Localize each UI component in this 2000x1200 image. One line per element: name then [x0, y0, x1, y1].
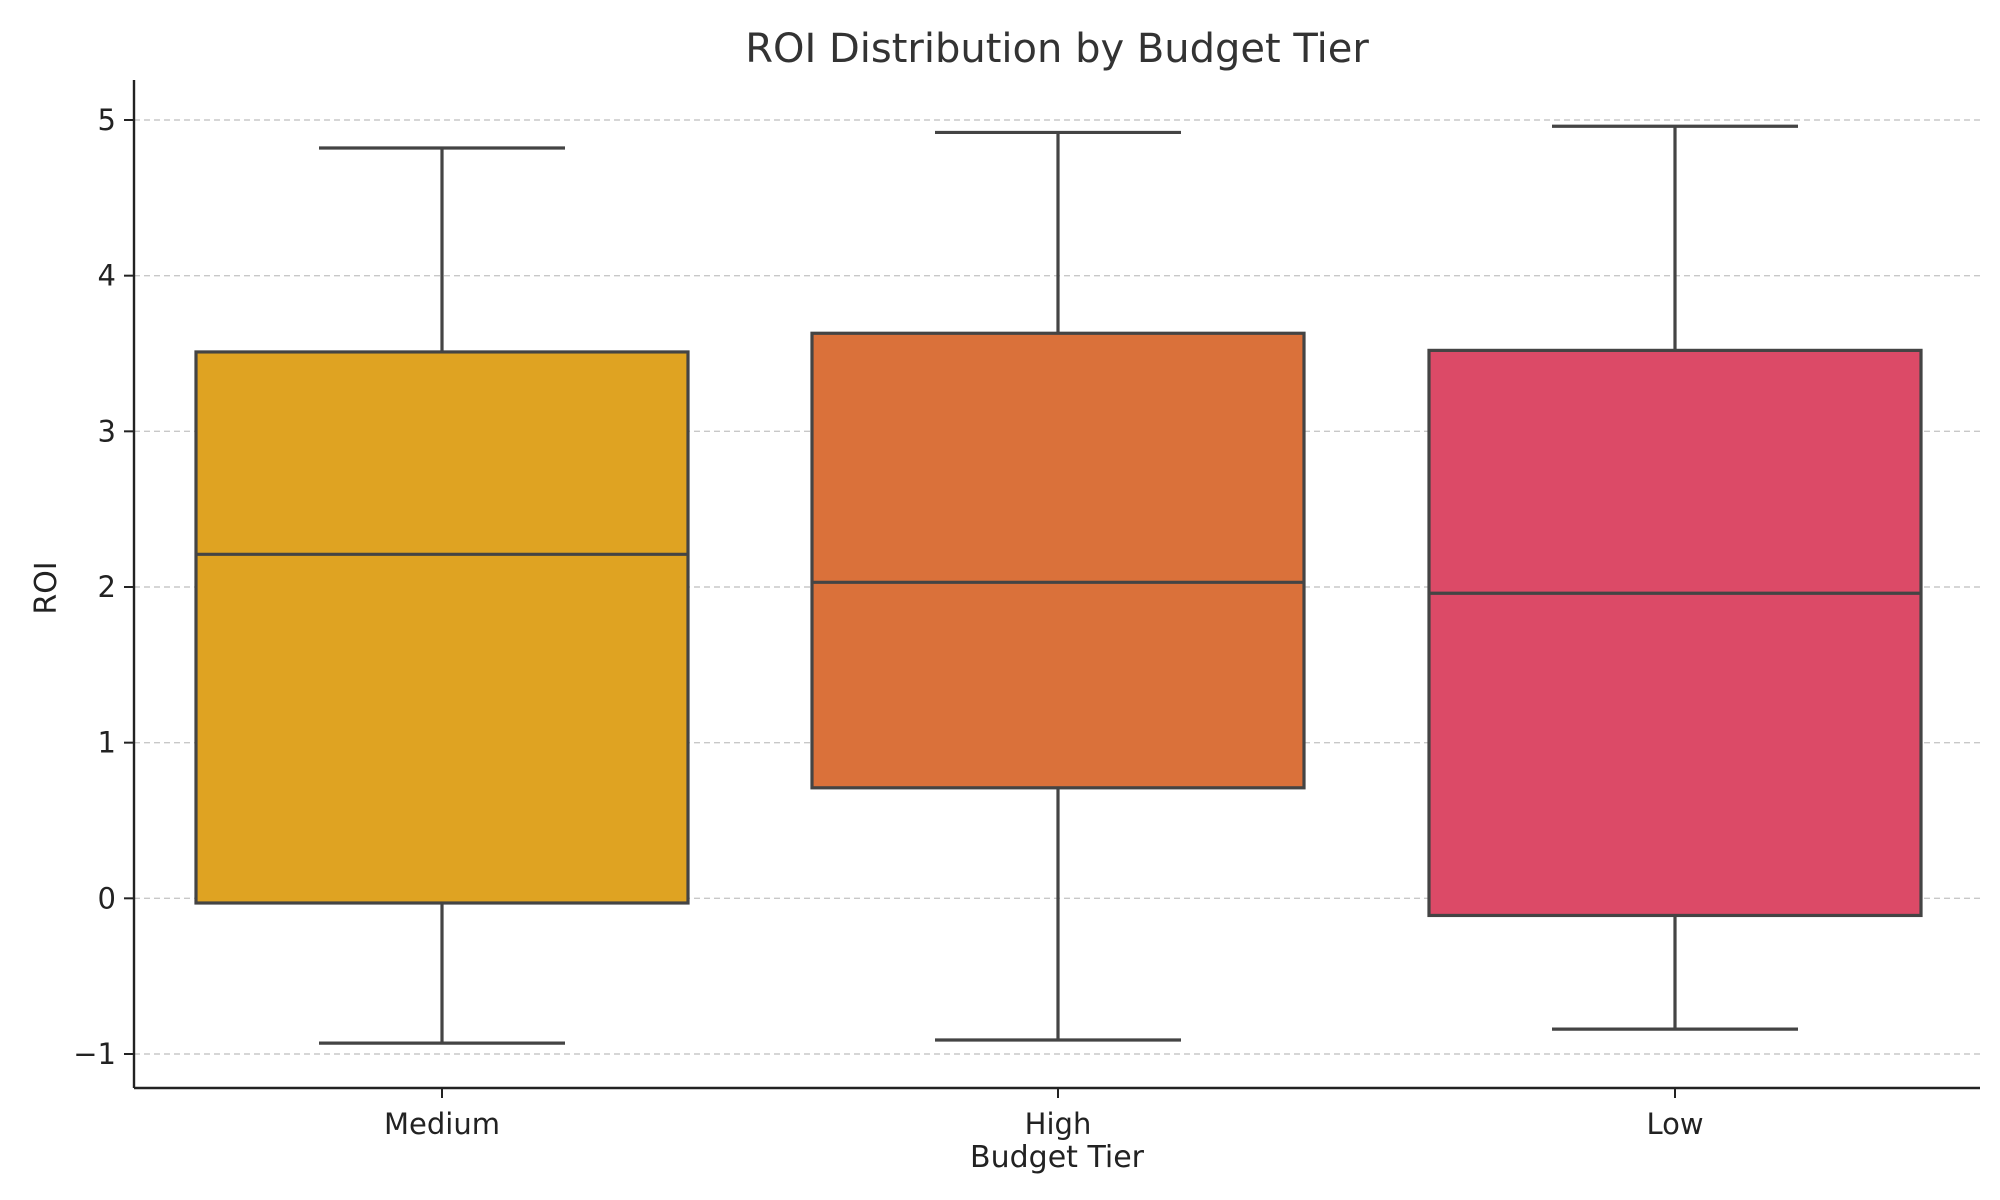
y-tick-label: 5 — [98, 103, 116, 137]
y-axis-label: ROI — [29, 561, 64, 614]
box-series — [194, 124, 1923, 1045]
y-tick-label: 3 — [98, 414, 116, 448]
x-tick-label: High — [1025, 1107, 1092, 1141]
x-ticks: Medium High Low — [384, 1088, 1704, 1141]
chart-title: ROI Distribution by Budget Tier — [745, 26, 1369, 72]
iqr-box — [194, 350, 690, 905]
y-tick-label: 1 — [98, 726, 116, 760]
y-ticks: −1 0 1 2 3 4 5 — [73, 103, 134, 1071]
y-tick-label: 0 — [98, 881, 116, 915]
x-tick-label: Medium — [384, 1107, 500, 1141]
y-tick-label: 4 — [98, 259, 116, 293]
x-tick-label: Low — [1646, 1107, 1703, 1141]
y-tick-label: 2 — [98, 570, 116, 604]
box-medium — [194, 146, 690, 1045]
y-tick-label: −1 — [73, 1037, 116, 1071]
iqr-box — [1427, 348, 1923, 918]
iqr-box — [810, 331, 1306, 790]
x-axis-label: Budget Tier — [970, 1140, 1145, 1175]
box-high — [810, 130, 1306, 1042]
box-low — [1427, 124, 1923, 1031]
